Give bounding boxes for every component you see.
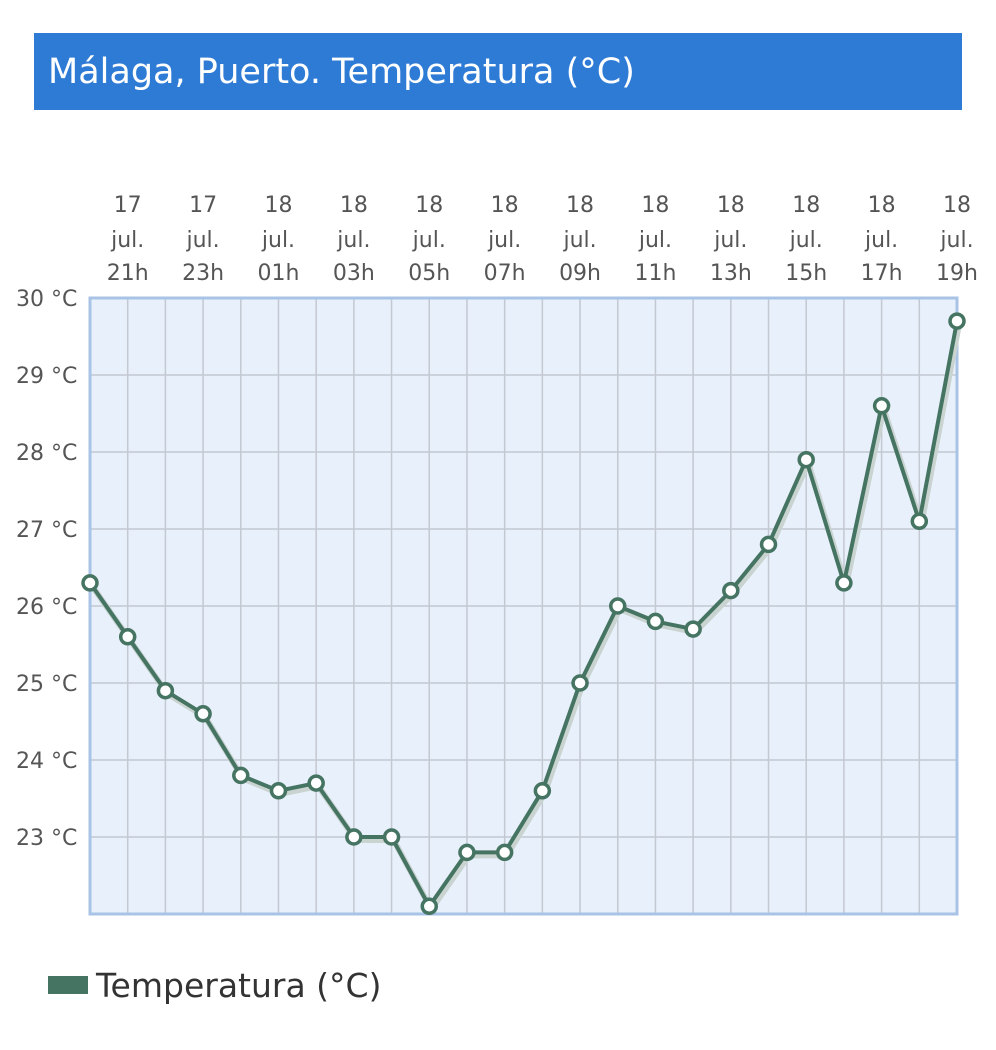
data-point[interactable]	[232, 766, 250, 785]
x-tick-label-line: 17	[114, 193, 142, 218]
x-tick-label-line: jul.	[939, 228, 973, 253]
chart-title-bar: Málaga, Puerto. Temperatura (°C)	[34, 33, 962, 110]
x-tick-label-line: 09h	[559, 261, 601, 286]
x-tick-label-line: 18	[415, 193, 443, 218]
y-tick-label: 29 °C	[16, 364, 77, 389]
x-tick-label-line: jul.	[336, 228, 370, 253]
x-tick-label: 18 jul. 17h	[861, 193, 903, 286]
x-tick-label-line: 03h	[333, 261, 375, 286]
x-tick-label-line: 18	[641, 193, 669, 218]
x-tick-label: 18 jul. 09h	[559, 193, 601, 286]
plot-border	[88, 296, 959, 916]
x-tick-label-line: jul.	[261, 228, 295, 253]
data-point[interactable]	[156, 681, 175, 700]
x-tick-label: 18 jul. 19h	[936, 193, 978, 286]
x-tick-label-line: jul.	[864, 228, 898, 253]
x-tick-label-line: 18	[566, 193, 594, 218]
x-tick-label: 18 jul. 11h	[634, 193, 676, 286]
data-point[interactable]	[81, 574, 99, 592]
x-tick-label: 18 jul. 01h	[258, 193, 300, 286]
data-point[interactable]	[684, 620, 702, 638]
x-tick-label-line: 11h	[634, 261, 676, 286]
x-tick-label-line: 05h	[408, 261, 450, 286]
chart-title: Málaga, Puerto. Temperatura (°C)	[48, 51, 635, 92]
y-tick-label: 30 °C	[16, 287, 77, 312]
data-point[interactable]	[194, 705, 212, 723]
x-tick-label-line: 18	[340, 193, 368, 218]
data-point[interactable]	[571, 674, 589, 692]
data-point[interactable]	[835, 574, 853, 592]
x-tick-label: 17 jul. 23h	[182, 193, 224, 286]
x-tick-label: 18 jul. 13h	[710, 193, 752, 286]
data-point[interactable]	[759, 535, 778, 554]
x-tick-label-line: jul.	[412, 228, 446, 253]
y-tick-label: 26 °C	[16, 595, 77, 620]
x-tick-label: 17 jul. 21h	[107, 193, 149, 286]
x-tick-label: 18 jul. 05h	[408, 193, 450, 286]
x-tick-label-line: jul.	[110, 228, 144, 253]
legend-swatch	[48, 976, 88, 994]
x-tick-label-line: 18	[868, 193, 896, 218]
y-tick-label: 23 °C	[16, 826, 77, 851]
data-point[interactable]	[345, 828, 363, 846]
x-tick-label-line: 17	[189, 193, 217, 218]
data-point[interactable]	[722, 581, 740, 600]
data-point[interactable]	[382, 828, 401, 846]
data-point[interactable]	[910, 512, 929, 531]
x-tick-label-line: jul.	[562, 228, 596, 253]
x-tick-label-line: 07h	[484, 261, 526, 286]
x-tick-label-line: 21h	[107, 261, 149, 286]
x-tick-label-line: 18	[264, 193, 292, 218]
x-tick-label-line: 15h	[785, 261, 827, 286]
x-tick-label: 18 jul. 03h	[333, 193, 375, 286]
data-point[interactable]	[948, 312, 966, 330]
x-tick-label-line: 01h	[258, 261, 300, 286]
y-tick-label: 24 °C	[16, 749, 77, 774]
data-point[interactable]	[307, 774, 325, 792]
data-point[interactable]	[872, 397, 891, 415]
x-tick-label-line: 13h	[710, 261, 752, 286]
y-tick-label: 28 °C	[16, 441, 77, 466]
x-tick-label-line: 18	[943, 193, 971, 218]
x-tick-label-line: jul.	[789, 228, 823, 253]
series-line	[88, 320, 959, 909]
data-point[interactable]	[646, 612, 665, 631]
x-tick-label-line: 23h	[182, 261, 224, 286]
y-tick-label: 25 °C	[16, 672, 77, 697]
x-tick-label-line: 18	[717, 193, 745, 218]
legend-label: Temperatura (°C)	[96, 965, 382, 1005]
data-point[interactable]	[269, 782, 288, 800]
x-tick-label-line: jul.	[186, 228, 220, 253]
legend[interactable]: Temperatura (°C)	[48, 960, 381, 1010]
x-tick-label-line: 19h	[936, 261, 978, 286]
x-tick-label-line: 18	[792, 193, 820, 218]
x-tick-label-line: jul.	[638, 228, 672, 253]
x-tick-label-line: 18	[491, 193, 519, 218]
x-tick-label: 18 jul. 15h	[785, 193, 827, 286]
data-point[interactable]	[118, 628, 137, 646]
y-tick-label: 27 °C	[16, 518, 77, 543]
x-tick-label-line: 17h	[861, 261, 903, 286]
data-point[interactable]	[608, 597, 627, 615]
x-tick-label-line: jul.	[487, 228, 521, 253]
data-point[interactable]	[458, 843, 476, 862]
data-point[interactable]	[533, 782, 552, 800]
data-point[interactable]	[495, 843, 514, 862]
data-point[interactable]	[420, 897, 439, 916]
x-tick-label: 18 jul. 07h	[484, 193, 526, 286]
data-point[interactable]	[797, 450, 815, 469]
x-tick-label-line: jul.	[713, 228, 747, 253]
